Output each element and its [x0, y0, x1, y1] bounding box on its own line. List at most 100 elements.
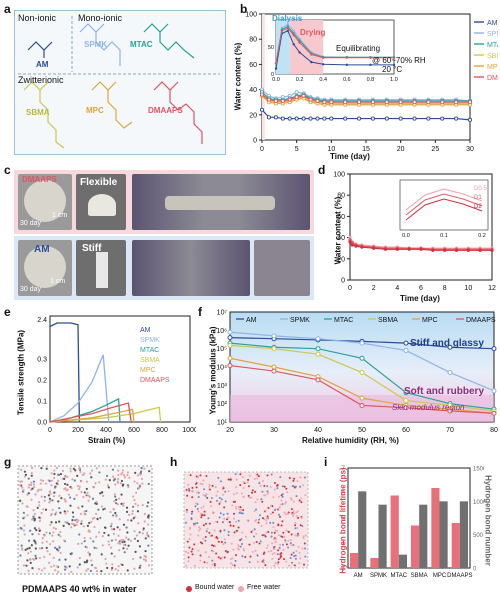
b-inset-point	[286, 26, 289, 30]
inset-drying: Drying	[300, 28, 326, 37]
h-atom	[235, 554, 238, 557]
g-atom	[131, 512, 134, 515]
h-atom	[224, 541, 227, 544]
md-snapshot-g	[17, 465, 153, 575]
g-atom	[35, 557, 38, 560]
h-atom	[238, 511, 241, 514]
g-atom	[139, 564, 142, 567]
g-atom	[90, 559, 93, 562]
g-atom	[140, 470, 143, 473]
chart-e: 0 200 400 600 800 1000 0.0 0.1 0.2 0.3 2.4 AM SPMK MT…	[37, 315, 196, 434]
h-atom	[277, 549, 280, 552]
g-atom	[23, 524, 26, 527]
g-atom	[26, 505, 29, 509]
g-atom	[137, 487, 141, 490]
g-atom	[80, 520, 83, 523]
g-atom	[59, 472, 63, 476]
h-atom	[299, 524, 302, 527]
g-atom	[110, 522, 113, 525]
g-atom	[82, 495, 85, 499]
h-atom	[287, 539, 290, 542]
h-atom	[239, 484, 242, 487]
i-bar-hbond	[398, 554, 407, 568]
h-atom	[193, 524, 196, 527]
g-atom	[110, 552, 113, 555]
h-atom	[197, 510, 200, 513]
g-atom	[83, 512, 86, 516]
d-xtick-label: 0	[348, 285, 352, 292]
h-atom	[267, 550, 270, 553]
h-atom	[298, 562, 301, 565]
g-atom	[63, 539, 66, 542]
g-atom	[35, 528, 38, 532]
b-point	[315, 116, 320, 121]
f-ytick-label: 10²	[217, 401, 228, 408]
e-xtick-label: 400	[100, 427, 112, 434]
h-atom	[227, 478, 230, 481]
h-atom	[213, 529, 216, 532]
g-atom	[78, 533, 81, 536]
b-inset-point	[369, 56, 372, 59]
h-atom	[259, 540, 262, 543]
g-atom	[122, 504, 125, 507]
g-atom	[116, 569, 120, 572]
i-bar-hbond	[358, 491, 367, 568]
h-atom	[269, 504, 272, 507]
g-atom	[33, 519, 36, 522]
g-atom	[57, 533, 60, 536]
b-point	[412, 100, 417, 105]
g-atom	[38, 516, 41, 519]
g-atom	[23, 470, 26, 473]
g-atom	[23, 516, 26, 519]
h-atom	[216, 490, 219, 493]
h-atom	[211, 544, 214, 547]
g-atom	[49, 492, 52, 495]
h-atom	[240, 543, 243, 546]
g-atom	[100, 505, 104, 508]
g-atom	[53, 472, 56, 476]
h-atom	[291, 485, 294, 488]
b-ytick-label: 60	[249, 62, 257, 69]
g-atom	[118, 518, 121, 521]
g-atom	[95, 535, 98, 538]
g-atom	[30, 481, 33, 484]
d-point	[348, 240, 352, 244]
h-atom	[248, 543, 251, 546]
h-atom	[215, 499, 218, 502]
g-atom	[118, 542, 122, 545]
h-atom	[260, 498, 263, 501]
h-atom	[299, 485, 302, 488]
i-bar-lifetime	[390, 495, 399, 568]
b-ytick-label: 80	[249, 37, 257, 44]
c-label-1cm-bottom: 1 cm	[50, 278, 66, 285]
h-atom	[212, 550, 215, 553]
b-inset-point	[322, 56, 325, 59]
g-atom	[40, 512, 43, 515]
g-atom	[50, 521, 53, 524]
h-atom	[227, 516, 230, 519]
i-bar-hbond	[378, 504, 387, 568]
h-atom	[239, 473, 242, 476]
f-legend-label: DMAAPS	[466, 317, 496, 324]
h-atom	[265, 531, 268, 534]
g-atom	[48, 490, 51, 493]
h-atom	[276, 562, 279, 565]
h-atom	[235, 520, 238, 523]
b-point	[280, 116, 285, 121]
h-atom	[256, 473, 259, 476]
h-atom	[250, 531, 253, 534]
h-atom	[292, 514, 295, 517]
f-point	[491, 410, 497, 416]
g-atom	[67, 493, 70, 496]
g-atom	[48, 497, 52, 500]
g-atom	[147, 523, 150, 526]
h-atom	[272, 538, 275, 541]
g-atom	[122, 483, 125, 486]
h-atom	[265, 547, 268, 550]
h-atom	[234, 505, 237, 508]
g-atom	[41, 541, 44, 544]
g-atom	[50, 565, 53, 568]
chart-d: 0 20 40 60 80 100 0 2 4 6 8 10 12 D0.5 D1 D2 0.0 0.1 0.2	[333, 172, 496, 293]
f-region-soft: Soft and rubbery	[404, 386, 485, 397]
h-atom	[284, 540, 287, 543]
